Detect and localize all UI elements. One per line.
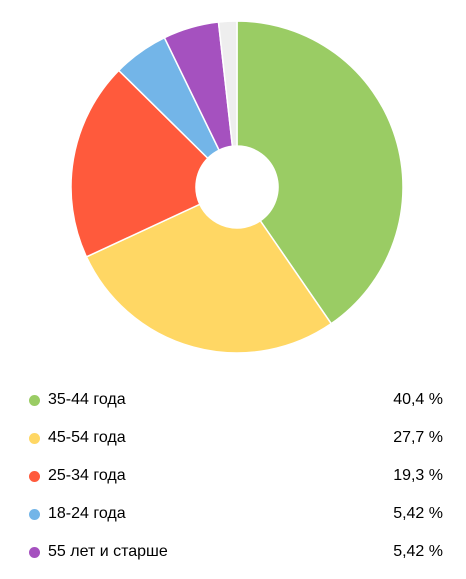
legend-marker (29, 471, 40, 482)
legend-item[interactable]: 35-44 года 40,4 % (0, 384, 466, 422)
legend-marker (29, 395, 40, 406)
legend-item[interactable]: 25-34 года 19,3 % (0, 460, 466, 498)
legend-marker (29, 433, 40, 444)
legend-item[interactable]: 18-24 года 5,42 % (0, 498, 466, 536)
donut-chart (70, 20, 404, 354)
legend-value: 5,42 % (393, 505, 443, 522)
legend: 35-44 года 40,4 % 45-54 года 27,7 % 25-3… (0, 384, 466, 574)
legend-value: 5,42 % (393, 543, 443, 560)
legend-label: 25-34 года (48, 467, 126, 484)
pie-slice[interactable] (85, 203, 333, 354)
legend-item[interactable]: 45-54 года 27,7 % (0, 422, 466, 460)
legend-label: 55 лет и старше (48, 543, 168, 560)
legend-label: 18-24 года (48, 505, 126, 522)
legend-label: 45-54 года (48, 429, 126, 446)
legend-marker (29, 547, 40, 558)
pie-slice[interactable] (70, 69, 209, 258)
legend-label: 35-44 года (48, 391, 126, 408)
legend-value: 19,3 % (393, 467, 443, 484)
legend-value: 40,4 % (393, 391, 443, 408)
legend-value: 27,7 % (393, 429, 443, 446)
legend-item[interactable]: 55 лет и старше 5,42 % (0, 536, 466, 574)
pie-slice[interactable] (236, 20, 404, 325)
legend-marker (29, 509, 40, 520)
pie-slice[interactable] (217, 20, 238, 148)
